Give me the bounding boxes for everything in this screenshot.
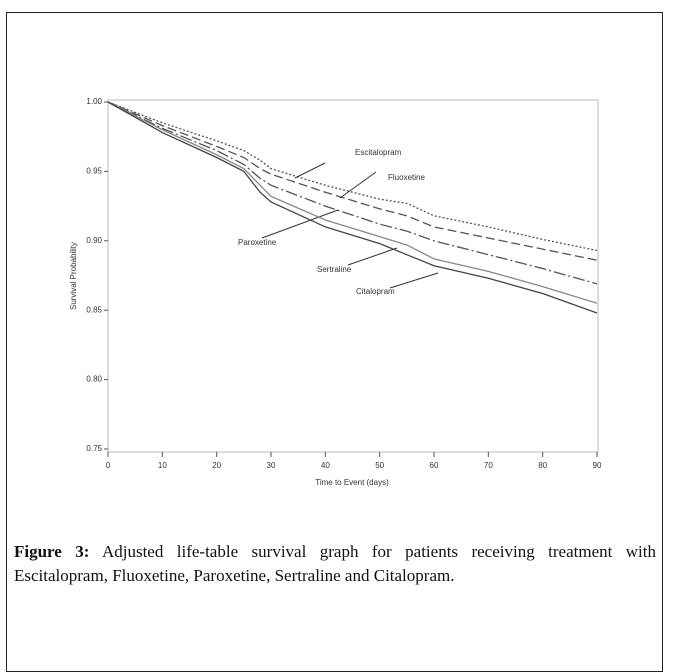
x-tick-label: 80	[538, 461, 547, 470]
x-tick-label: 60	[430, 461, 439, 470]
x-tick-label: 50	[375, 461, 384, 470]
y-tick-label: 0.75	[86, 444, 102, 453]
series-line	[107, 101, 598, 285]
leader-line	[347, 247, 398, 266]
series-annotation: Escitalopram	[355, 148, 402, 157]
x-tick-label: 40	[321, 461, 330, 470]
leader-line	[261, 209, 339, 239]
x-tick-label: 30	[267, 461, 276, 470]
series-annotation: Fluoxetine	[388, 173, 425, 182]
series-annotation: Paroxetine	[238, 238, 277, 247]
x-tick-label: 0	[106, 461, 111, 470]
leader-line	[294, 162, 326, 179]
y-tick-label: 0.95	[86, 167, 102, 176]
series-line	[107, 101, 598, 314]
chart: Time to Event (days) Survival Probabilit…	[69, 97, 602, 487]
leader-line	[339, 171, 377, 199]
y-tick-label: 0.80	[86, 375, 102, 384]
x-tick-label: 20	[212, 461, 221, 470]
x-tick-label: 90	[593, 461, 602, 470]
series-line	[107, 101, 598, 304]
plot-frame	[107, 99, 599, 453]
series-line	[107, 101, 598, 261]
caption-text: Adjusted life-table survival graph for p…	[14, 542, 656, 585]
y-tick-label: 0.85	[86, 305, 102, 314]
x-tick-label: 70	[484, 461, 493, 470]
x-axis-label: Time to Event (days)	[315, 478, 389, 487]
y-tick-label: 0.90	[86, 236, 102, 245]
caption-label: Figure 3:	[14, 542, 90, 561]
caption: Figure 3: Adjusted life-table survival g…	[14, 540, 656, 588]
x-tick-label: 10	[158, 461, 167, 470]
series-line	[107, 101, 598, 252]
y-tick-label: 1.00	[86, 97, 102, 106]
y-axis-label: Survival Probability	[69, 242, 78, 310]
leader-line	[389, 272, 439, 289]
series-annotation: Citalopram	[356, 287, 395, 296]
series-annotation: Sertraline	[317, 265, 352, 274]
